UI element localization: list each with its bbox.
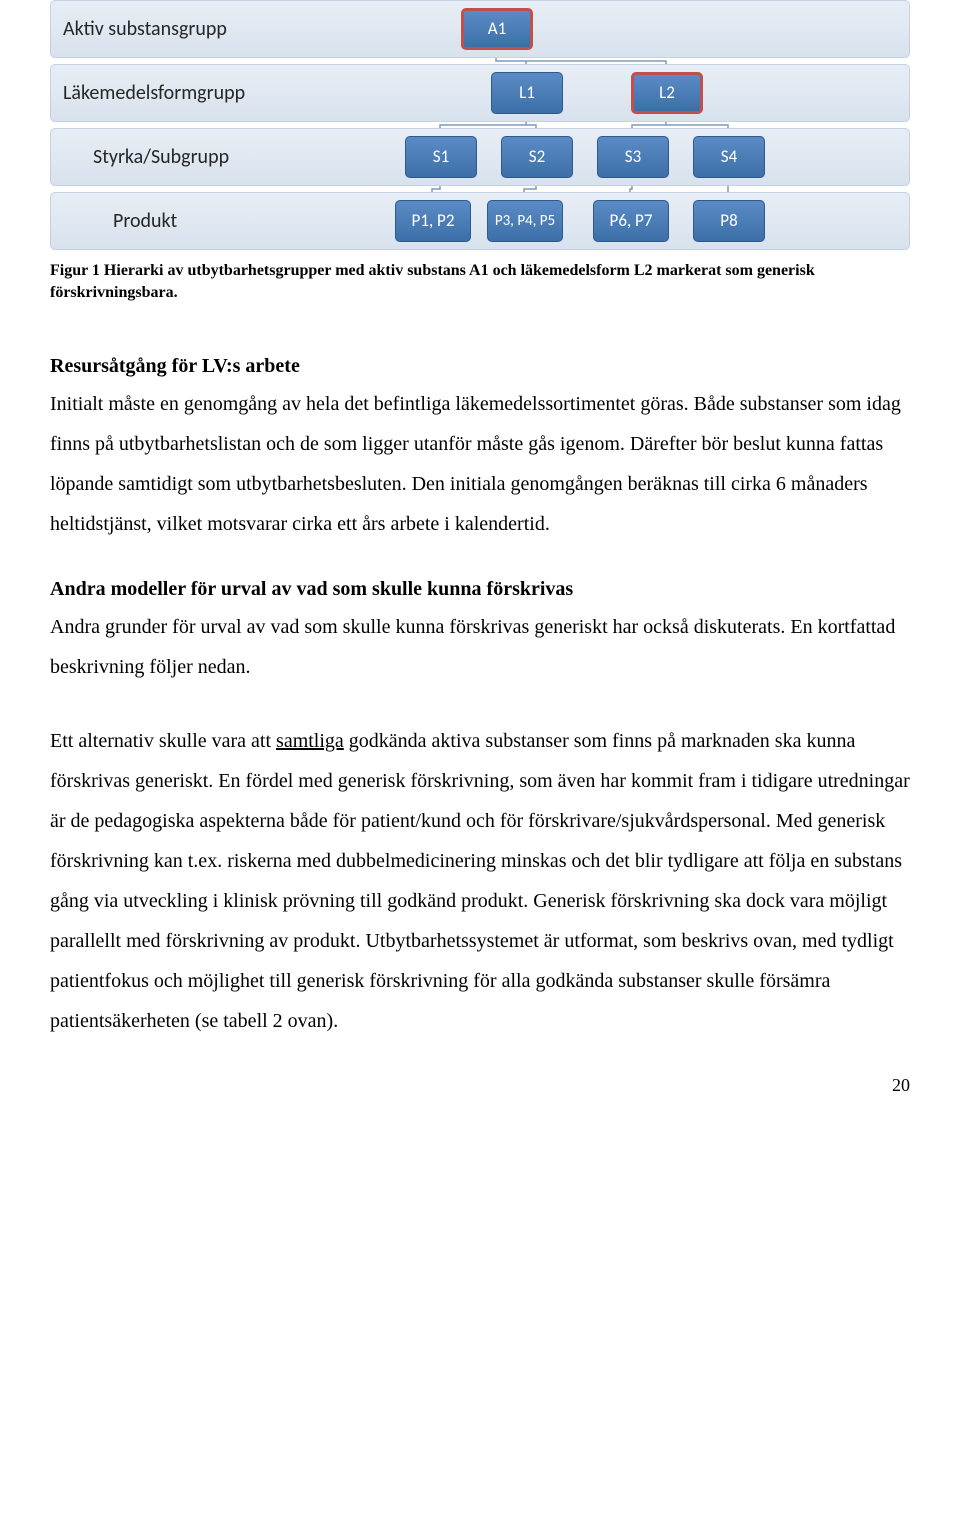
- row-label-3: Styrka/Subgrupp: [51, 145, 301, 169]
- section1-title: Resursåtgång för LV:s arbete: [50, 355, 910, 378]
- node-l1: L1: [491, 72, 563, 114]
- node-s2: S2: [501, 136, 573, 178]
- node-p1p2: P1, P2: [395, 200, 471, 242]
- node-p3p4p5: P3, P4, P5: [487, 200, 563, 242]
- nodes-area-1: A1: [271, 1, 909, 57]
- nodes-area-3: S1 S2 S3 S4: [301, 129, 909, 185]
- section2-para2: Ett alternativ skulle vara att samtliga …: [50, 721, 910, 1041]
- figure-caption: Figur 1 Hierarki av utbytbarhetsgrupper …: [50, 260, 910, 305]
- row-label-4: Produkt: [51, 209, 321, 233]
- node-s3: S3: [597, 136, 669, 178]
- node-p8: P8: [693, 200, 765, 242]
- node-p6p7: P6, P7: [593, 200, 669, 242]
- nodes-area-2: L1 L2: [271, 65, 909, 121]
- node-s4: S4: [693, 136, 765, 178]
- section1-body: Initialt måste en genomgång av hela det …: [50, 384, 910, 544]
- diagram-row-3: Styrka/Subgrupp S1 S2 S3 S4: [50, 128, 910, 186]
- node-s1: S1: [405, 136, 477, 178]
- diagram-row-1: Aktiv substansgrupp A1: [50, 0, 910, 58]
- row-label-2: Läkemedelsformgrupp: [51, 81, 271, 105]
- row-label-1: Aktiv substansgrupp: [51, 17, 271, 41]
- section2-intro: Andra grunder för urval av vad som skull…: [50, 607, 910, 687]
- diagram-row-4: Produkt P1, P2 P3, P4, P5 P6, P7 P8: [50, 192, 910, 250]
- hierarchy-diagram: Aktiv substansgrupp A1 Läkemedelsformgru…: [50, 0, 910, 250]
- para2-underlined: samtliga: [276, 730, 344, 752]
- page-number: 20: [50, 1075, 910, 1096]
- nodes-area-4: P1, P2 P3, P4, P5 P6, P7 P8: [321, 193, 909, 249]
- para2-post: godkända aktiva substanser som finns på …: [50, 730, 910, 1032]
- section2-title: Andra modeller för urval av vad som skul…: [50, 578, 910, 601]
- diagram-row-2: Läkemedelsformgrupp L1 L2: [50, 64, 910, 122]
- node-a1: A1: [461, 8, 533, 50]
- para2-pre: Ett alternativ skulle vara att: [50, 730, 276, 752]
- node-l2: L2: [631, 72, 703, 114]
